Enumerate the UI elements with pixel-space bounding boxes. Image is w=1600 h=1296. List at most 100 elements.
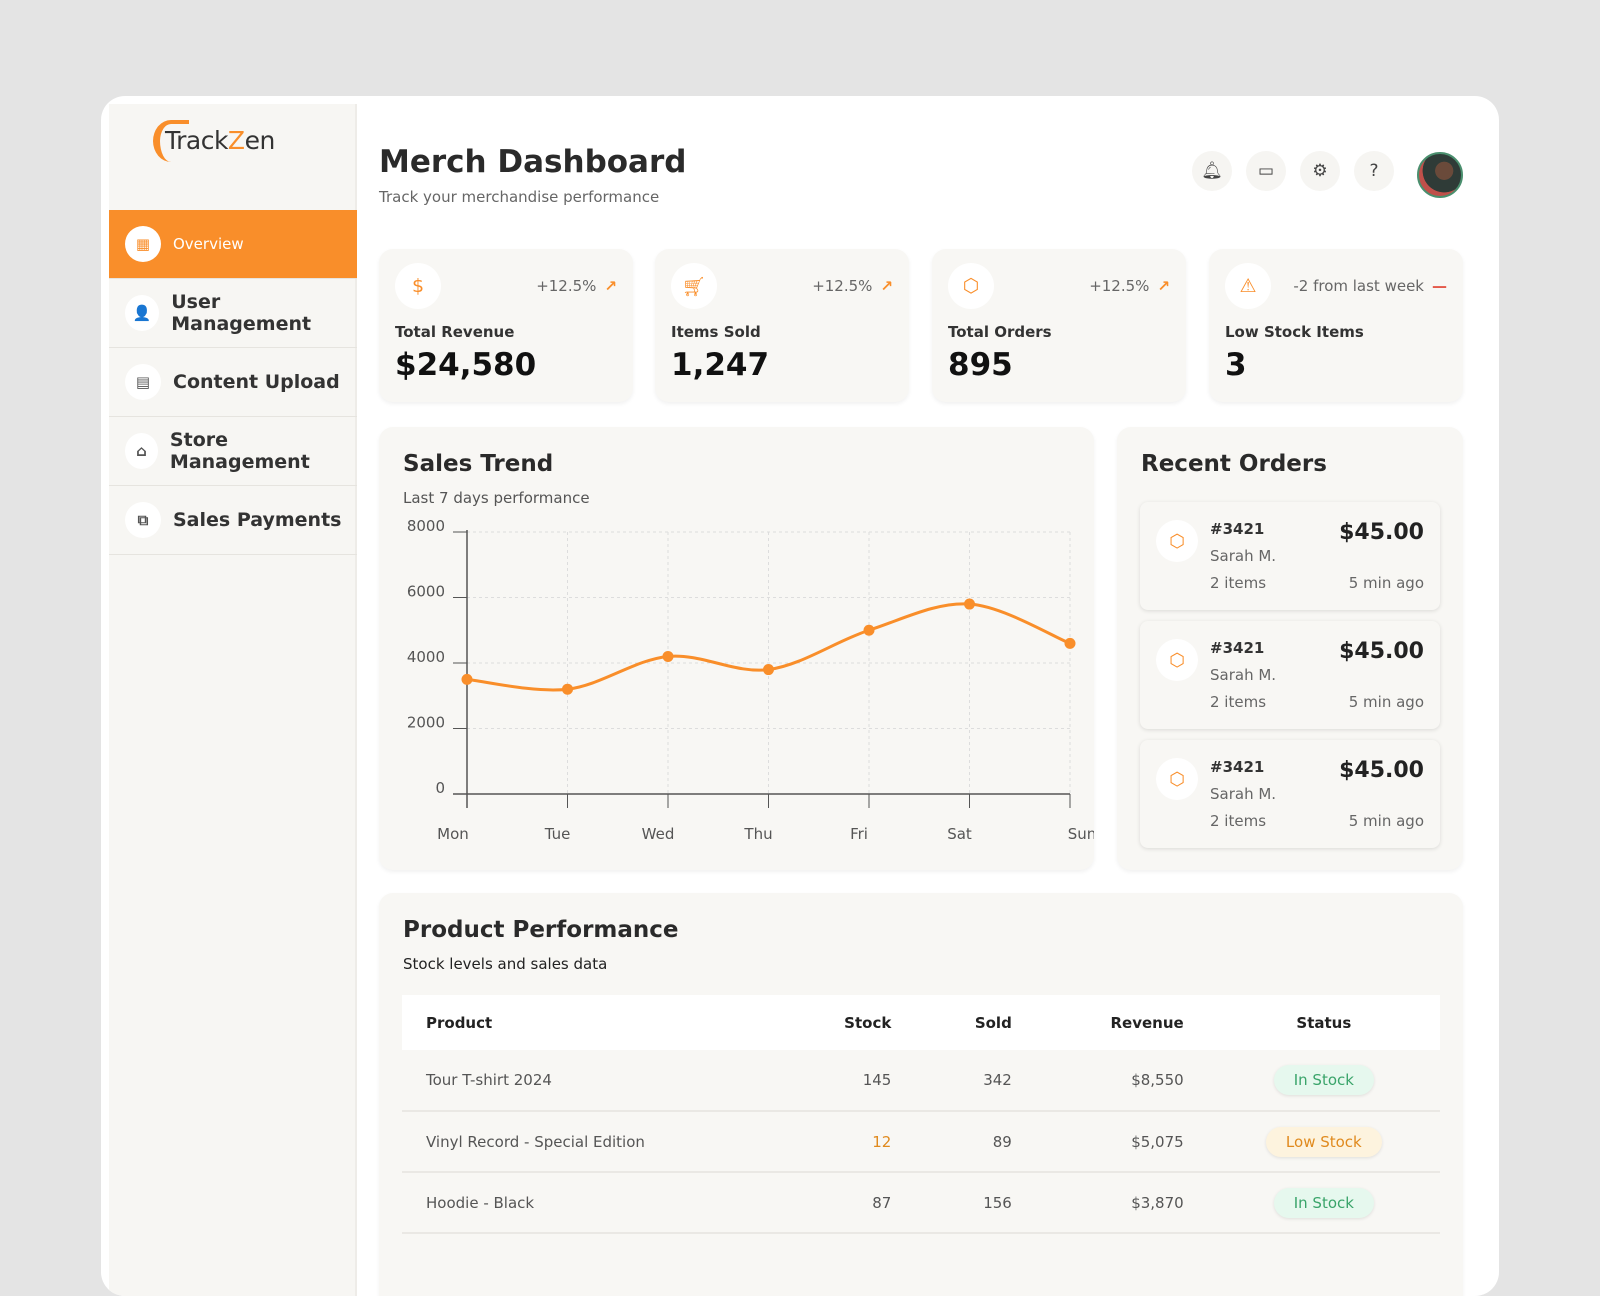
change-text: -2 from last week — [1293,277,1447,295]
revenue-value: $5,075 [1035,1111,1208,1173]
box-icon: ⬡ [1156,520,1198,562]
stat-label: Total Orders [948,323,1052,341]
trend-up-icon: ↗ [1157,277,1170,295]
sidebar-item-label: Sales Payments [173,509,342,531]
sold-value: 156 [915,1172,1036,1234]
dollar-icon: $ [395,263,441,309]
card-title: Product Performance [403,917,679,943]
order-customer: Sarah M. [1210,547,1277,565]
card-subtitle: Stock levels and sales data [403,955,608,973]
product-performance-card: Product Performance Stock levels and sal… [379,893,1463,1296]
logo[interactable]: TrackZen [153,120,275,162]
order-id: #3421 [1210,520,1265,538]
column-header[interactable]: Product [402,995,781,1050]
avatar[interactable] [1417,152,1463,198]
sidebar-item-store-management[interactable]: ⌂ Store Management [109,417,357,486]
x-tick-label: Fri [850,825,868,843]
order-id: #3421 [1210,758,1265,776]
x-tick-label: Wed [642,825,675,843]
stat-card-total-revenue: $ +12.5% ↗ Total Revenue $24,580 [379,249,633,402]
upload-icon: ▤ [125,364,161,400]
order-customer: Sarah M. [1210,785,1277,803]
order-time: 5 min ago [1348,693,1424,711]
sold-value: 89 [915,1111,1036,1173]
column-header[interactable]: Sold [915,995,1036,1050]
card-title: Sales Trend [403,451,554,477]
order-items: 2 items [1210,693,1267,711]
order-item[interactable]: ⬡ #3421 Sarah M. 2 items $45.00 5 min ag… [1140,740,1440,848]
box-icon: ⬡ [948,263,994,309]
y-tick-label: 4000 [407,648,445,666]
change-text: +12.5% ↗ [812,277,893,295]
stock-value: 87 [780,1172,916,1234]
y-tick-label: 0 [435,779,445,797]
y-tick-label: 8000 [407,517,445,535]
x-tick-label: Mon [437,825,469,843]
order-customer: Sarah M. [1210,666,1277,684]
stat-value: 3 [1225,347,1247,383]
column-header[interactable]: Revenue [1035,995,1208,1050]
status-badge: Low Stock [1265,1126,1382,1157]
revenue-value: $8,550 [1035,1050,1208,1112]
stock-value: 12 [780,1111,916,1173]
order-amount: $45.00 [1339,520,1424,545]
x-tick-label: Sat [947,825,972,843]
card-title: Recent Orders [1141,451,1327,477]
stat-value: 1,247 [671,347,770,383]
stat-label: Total Revenue [395,323,515,341]
order-id: #3421 [1210,639,1265,657]
gear-icon[interactable]: ⚙ [1300,151,1340,191]
stat-card-total-orders: ⬡ +12.5% ↗ Total Orders 895 [932,249,1186,402]
sidebar-item-content-upload[interactable]: ▤ Content Upload [109,348,357,417]
data-point [662,650,674,662]
trend-up-icon: ↗ [604,277,617,295]
help-icon[interactable]: ? [1354,151,1394,191]
product-name: Tour T-shirt 2024 [402,1050,781,1112]
change-text: +12.5% ↗ [1089,277,1170,295]
order-item[interactable]: ⬡ #3421 Sarah M. 2 items $45.00 5 min ag… [1140,502,1440,610]
x-tick-label: Sun [1068,825,1094,843]
app-window: TrackZen ▦ Overview 👤 User Management ▤ Con… [101,96,1499,1296]
column-header[interactable]: Stock [780,995,916,1050]
stat-value: 895 [948,347,1013,383]
inbox-icon[interactable]: ▭ [1246,151,1286,191]
table-header-row: Product Stock Sold Revenue Status [402,995,1440,1050]
box-icon: ⬡ [1156,758,1198,800]
sidebar-item-label: Overview [173,235,244,253]
stat-label: Low Stock Items [1225,323,1364,341]
stat-label: Items Sold [671,323,761,341]
sold-value: 342 [915,1050,1036,1112]
sales-trend-card: Sales Trend Last 7 days performance 0 200… [379,427,1094,870]
sidebar-item-user-management[interactable]: 👤 User Management [109,279,357,348]
x-tick-label: Thu [743,825,772,843]
product-name: Hoodie - Black [402,1172,781,1234]
sidebar-item-label: Store Management [169,429,310,473]
y-tick-label: 2000 [407,714,445,732]
status-badge: In Stock [1273,1187,1374,1218]
store-icon: ⌂ [125,433,158,469]
revenue-value: $3,870 [1035,1172,1208,1234]
column-header[interactable]: Status [1207,995,1440,1050]
data-point [461,673,473,685]
data-point [763,664,774,676]
data-point [1064,637,1076,649]
table-row[interactable]: Hoodie - Black 87 156 $3,870 In Stock [402,1172,1440,1234]
order-item[interactable]: ⬡ #3421 Sarah M. 2 items $45.00 5 min ag… [1140,621,1440,729]
cart-icon: 🛒︎ [671,263,717,309]
order-time: 5 min ago [1348,574,1424,592]
box-icon: ⬡ [1156,639,1198,681]
table-row[interactable]: Vinyl Record - Special Edition 12 89 $5,… [402,1111,1440,1173]
card-subtitle: Last 7 days performance [403,489,590,507]
product-name: Vinyl Record - Special Edition [402,1111,781,1173]
warning-icon: ⚠ [1225,263,1271,309]
sales-trend-chart: 0 2000 4000 6000 8000 Mon Tue Wed Thu Fri Sat Sun [407,517,1094,843]
sidebar-item-label: Content Upload [173,371,340,393]
stat-value: $24,580 [395,347,537,383]
sidebar-item-overview[interactable]: ▦ Overview [109,210,357,279]
status-badge: In Stock [1273,1065,1374,1095]
minus-icon: — [1432,277,1447,295]
sidebar-item-sales-payments[interactable]: ⧉ Sales Payments [109,486,357,555]
table-row[interactable]: Tour T-shirt 2024 145 342 $8,550 In Stoc… [402,1050,1440,1112]
data-point [562,683,573,695]
bell-icon[interactable]: 🔔︎ [1192,151,1232,191]
